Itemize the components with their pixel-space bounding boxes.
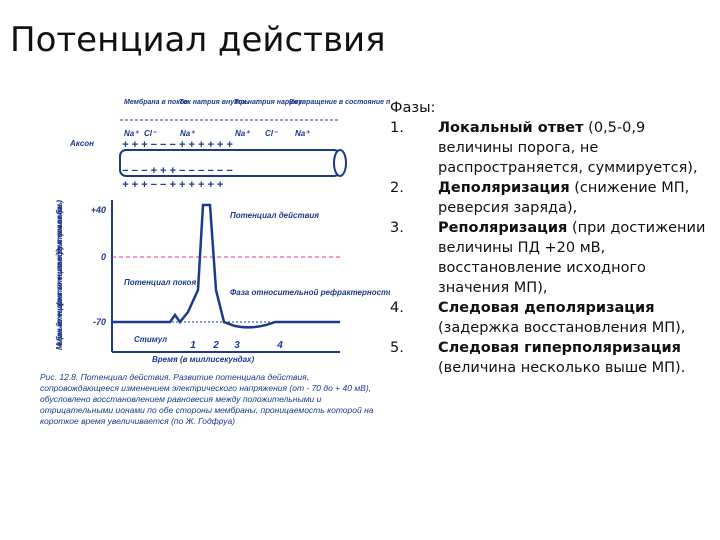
phase-item: 4. Следовая деполяризация (задержка восст… <box>390 298 710 338</box>
annotation: Стимул <box>134 335 167 344</box>
stage-label: Возвращение в состояние покоя <box>289 99 390 106</box>
phase-number: 3. <box>390 220 404 236</box>
slide-title: Потенциал действия <box>10 20 386 60</box>
axon-label: Аксон <box>69 139 94 148</box>
phase-term: Деполяризация <box>438 180 570 196</box>
signs: + + + − − − + + + + + + <box>122 139 233 151</box>
phase-text: (снижение МП, реверсия заряда), <box>438 180 690 216</box>
caption-box: Рис. 12.8. Потенциал действия. Развитие … <box>40 372 374 426</box>
phase-item: 5. Следовая гиперполяризация (величина не… <box>390 338 710 378</box>
phase-number: 1. <box>390 120 404 136</box>
y-tick-label: +40 <box>91 205 106 215</box>
stage-label: Мембрана в покое <box>124 98 188 106</box>
phase-term: Реполяризация <box>438 220 568 236</box>
ion-label: Cl⁻ <box>265 129 278 138</box>
ion-label: Na⁺ <box>295 129 310 138</box>
phase-number: 2. <box>390 180 404 196</box>
annotation: Фаза относительной рефрактерности <box>230 288 390 297</box>
phases-heading: Фазы: <box>390 100 436 116</box>
phase-body: Следовая гиперполяризация (величина неск… <box>438 338 706 378</box>
phase-item: 2. Деполяризация (снижение МП, реверсия з… <box>390 178 710 218</box>
ap-curve <box>112 203 340 329</box>
stage-label: Ток натрия внутрь <box>179 99 249 106</box>
phase-body: Следовая деполяризация (задержка восстан… <box>438 298 706 338</box>
ion-label: Cl⁻ <box>144 129 157 138</box>
ion-label: Na⁺ <box>235 129 250 138</box>
x-tick-label: 3 <box>234 340 240 351</box>
signs: + + + − − + + + + + + <box>122 179 224 191</box>
x-tick-label: 1 <box>190 340 196 351</box>
annotation: Потенциал покоя <box>124 278 196 287</box>
phase-number: 4. <box>390 300 404 316</box>
x-tick-label: 4 <box>276 340 283 351</box>
y-axis-label: Мембранный потенциал (разность потенциал… <box>55 200 64 350</box>
phase-text: (величина несколько выше МП). <box>438 360 686 376</box>
phase-text: (задержка восстановления МП), <box>438 320 686 336</box>
y-tick-label: -70 <box>93 317 106 327</box>
ion-label: Na⁺ <box>124 129 139 138</box>
phase-term: Следовая гиперполяризация <box>438 340 681 356</box>
ion-label: Na⁺ <box>180 129 195 138</box>
signs: − − − + + + − − − − − − <box>122 165 233 177</box>
caption: Рис. 12.8. Потенциал действия. Развитие … <box>40 372 374 426</box>
phase-number: 5. <box>390 340 404 356</box>
phase-item: 1. Локальный ответ (0,5-0,9 величины поро… <box>390 118 710 178</box>
phase-item: 3. Реполяризация (при достижении величины… <box>390 218 710 298</box>
phase-term: Следовая деполяризация <box>438 300 655 316</box>
x-axis-label: Время (в миллисекундах) <box>152 355 255 364</box>
phases: Фазы: 1. Локальный ответ (0,5-0,9 величин… <box>390 98 710 378</box>
x-tick-label: 2 <box>212 340 219 351</box>
stage-label: Ток натрия наружу <box>234 99 303 106</box>
phase-body: Деполяризация (снижение МП, реверсия зар… <box>438 178 706 218</box>
phase-body: Локальный ответ (0,5-0,9 величины порога… <box>438 118 706 178</box>
phase-text: (0,5-0,9 величины порога, не распростран… <box>438 120 698 176</box>
y-tick-label: 0 <box>101 252 106 262</box>
annotation: Потенциал действия <box>230 211 319 220</box>
phase-term: Локальный ответ <box>438 120 584 136</box>
phase-text: (при достижении величины ПД +20 мВ, восс… <box>438 220 706 296</box>
phase-body: Реполяризация (при достижении величины П… <box>438 218 706 298</box>
axon-end <box>333 149 347 177</box>
